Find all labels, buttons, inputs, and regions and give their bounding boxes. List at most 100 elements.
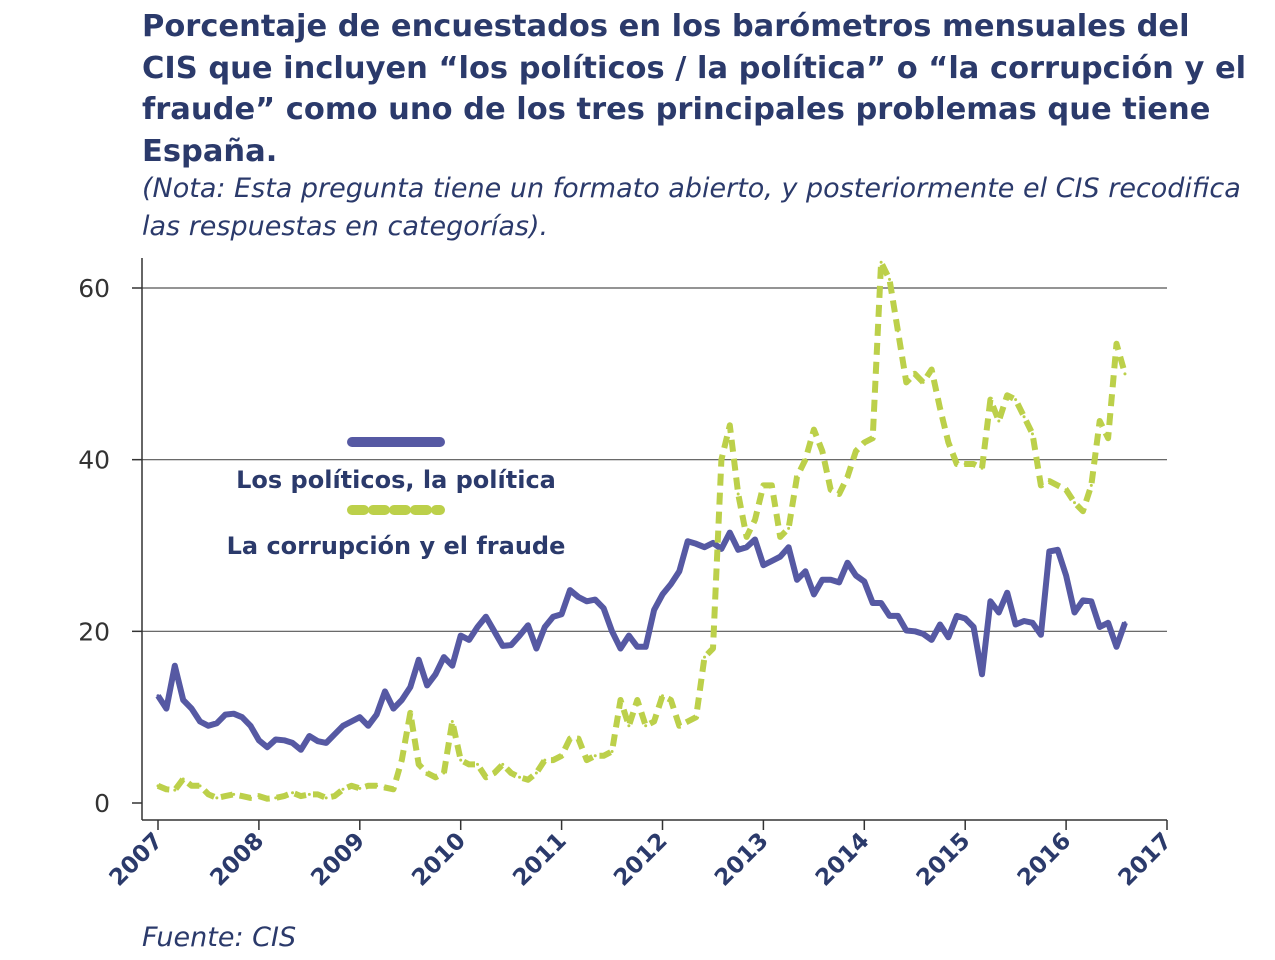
- data-point-s1-89: [904, 380, 908, 384]
- data-point-s0-76: [795, 578, 799, 582]
- data-point-s0-30: [408, 685, 412, 689]
- data-point-s0-74: [778, 555, 782, 559]
- data-point-s1-35: [450, 719, 454, 723]
- data-point-s0-22: [341, 724, 345, 728]
- data-point-s1-102: [1014, 398, 1018, 402]
- data-point-s0-10: [240, 715, 244, 719]
- data-point-s1-6: [206, 792, 210, 796]
- data-point-s0-100: [997, 610, 1001, 614]
- data-point-s0-15: [282, 738, 286, 742]
- data-point-s1-15: [282, 794, 286, 798]
- series-lines: [155, 259, 1128, 802]
- data-point-s1-79: [820, 449, 824, 453]
- data-point-s1-41: [501, 762, 505, 766]
- data-point-s1-91: [921, 380, 925, 384]
- data-point-s0-115: [1123, 621, 1127, 625]
- data-point-s1-95: [955, 462, 959, 466]
- x-tick-label: 2012: [609, 828, 673, 892]
- data-point-s0-5: [198, 719, 202, 723]
- data-point-s1-74: [778, 535, 782, 539]
- data-point-s1-58: [644, 724, 648, 728]
- data-point-s1-62: [677, 724, 681, 728]
- data-point-s0-83: [854, 574, 858, 578]
- data-point-s1-45: [534, 771, 538, 775]
- data-point-s1-78: [812, 428, 816, 432]
- legend-label-politicos: Los políticos, la política: [236, 466, 556, 494]
- data-point-s1-109: [1073, 501, 1077, 505]
- data-point-s0-8: [223, 713, 227, 717]
- data-point-s0-88: [896, 614, 900, 618]
- data-point-s0-96: [963, 616, 967, 620]
- data-point-s0-56: [627, 634, 631, 638]
- data-point-s1-108: [1064, 488, 1068, 492]
- data-point-s0-66: [711, 541, 715, 545]
- gridlines: [142, 287, 1167, 632]
- data-point-s1-56: [627, 724, 631, 728]
- data-point-s1-107: [1056, 483, 1060, 487]
- data-point-s1-51: [585, 758, 589, 762]
- data-point-s1-2: [173, 788, 177, 792]
- data-point-s1-28: [391, 787, 395, 791]
- data-point-s0-33: [433, 672, 437, 676]
- data-point-s1-97: [972, 462, 976, 466]
- data-point-s0-44: [526, 623, 530, 627]
- data-point-s0-106: [1047, 550, 1051, 554]
- data-point-s0-20: [324, 741, 328, 745]
- chart-source: Fuente: CIS: [142, 922, 297, 953]
- data-point-s1-36: [459, 758, 463, 762]
- data-point-s0-103: [1022, 619, 1026, 623]
- data-point-s1-17: [299, 794, 303, 798]
- data-point-s1-110: [1081, 509, 1085, 513]
- data-point-s0-17: [299, 748, 303, 752]
- legend: Los políticos, la política La corrupción…: [227, 437, 565, 560]
- data-point-s1-49: [568, 737, 572, 741]
- data-point-s1-38: [476, 762, 480, 766]
- data-point-s1-14: [274, 796, 278, 800]
- data-point-s0-32: [425, 683, 429, 687]
- data-point-s0-111: [1089, 599, 1093, 603]
- data-point-s0-27: [383, 689, 387, 693]
- data-point-s1-61: [669, 698, 673, 702]
- data-point-s1-69: [736, 492, 740, 496]
- data-point-s0-75: [787, 545, 791, 549]
- data-point-s1-20: [324, 796, 328, 800]
- data-point-s0-25: [366, 724, 370, 728]
- data-point-s0-80: [829, 578, 833, 582]
- data-point-s1-7: [215, 796, 219, 800]
- data-point-s1-57: [635, 698, 639, 702]
- data-point-s0-28: [391, 707, 395, 711]
- data-point-s0-2: [173, 664, 177, 668]
- data-point-s1-26: [375, 784, 379, 788]
- data-point-s1-115: [1123, 372, 1127, 376]
- data-point-s1-100: [997, 419, 1001, 423]
- data-point-s0-84: [862, 580, 866, 584]
- data-point-s1-42: [509, 771, 513, 775]
- data-point-s0-87: [888, 614, 892, 618]
- data-point-s1-111: [1089, 483, 1093, 487]
- data-point-s0-101: [1005, 591, 1009, 595]
- data-point-s1-27: [383, 786, 387, 790]
- data-point-s1-5: [198, 784, 202, 788]
- data-point-s1-4: [190, 784, 194, 788]
- data-point-s1-63: [686, 719, 690, 723]
- data-point-s0-99: [988, 599, 992, 603]
- data-point-s0-53: [602, 606, 606, 610]
- data-point-s0-82: [845, 561, 849, 565]
- data-point-s1-81: [837, 492, 841, 496]
- data-point-s1-59: [652, 719, 656, 723]
- chart-subtitle: (Nota: Esta pregunta tiene un formato ab…: [142, 173, 1241, 242]
- data-point-s1-99: [988, 398, 992, 402]
- y-tick-label: 60: [78, 274, 110, 303]
- data-point-s0-6: [206, 724, 210, 728]
- data-point-s1-101: [1005, 393, 1009, 397]
- data-point-s1-64: [694, 715, 698, 719]
- data-point-s0-55: [618, 647, 622, 650]
- data-point-s1-37: [467, 762, 471, 766]
- data-point-s1-71: [753, 518, 757, 522]
- data-point-s0-72: [761, 563, 765, 567]
- data-point-s1-11: [248, 796, 252, 800]
- x-tick-label: 2011: [508, 828, 572, 892]
- data-point-s0-29: [400, 698, 404, 702]
- data-point-s0-18: [307, 734, 311, 738]
